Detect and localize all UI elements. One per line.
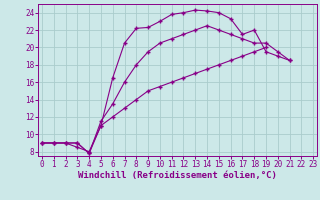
X-axis label: Windchill (Refroidissement éolien,°C): Windchill (Refroidissement éolien,°C) <box>78 171 277 180</box>
